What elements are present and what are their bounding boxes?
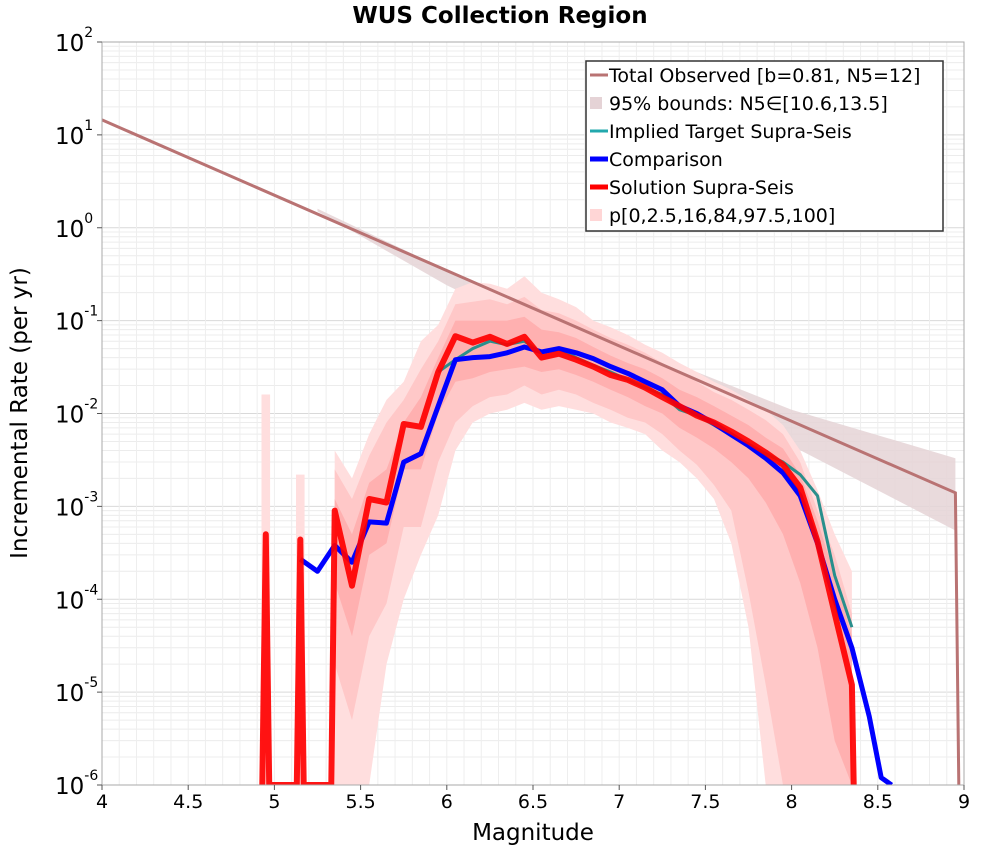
legend-label: p[0,2.5,16,84,97.5,100] <box>609 205 835 227</box>
x-tick-label: 7.5 <box>690 791 720 813</box>
x-tick-label: 6 <box>441 791 453 813</box>
x-tick-label: 6.5 <box>518 791 548 813</box>
x-tick-label: 9 <box>958 791 970 813</box>
legend-label: 95% bounds: N5∈[10.6,13.5] <box>609 93 888 115</box>
y-tick-label: 102 <box>55 25 93 57</box>
x-axis-ticks: 4 4.5 5 5.5 6 6.5 7 7.5 8 8.5 9 <box>96 785 970 813</box>
x-tick-label: 8.5 <box>863 791 893 813</box>
y-axis-ticks: 102 101 100 10-1 10-2 10-3 10-4 10-5 10-6 <box>55 25 102 800</box>
y-tick-label: 10-6 <box>55 768 98 800</box>
y-axis-label: Incremental Rate (per yr) <box>7 267 33 559</box>
legend-swatch <box>590 97 602 109</box>
y-tick-label: 10-4 <box>55 582 98 614</box>
x-tick-label: 8 <box>786 791 798 813</box>
legend-swatch <box>590 209 602 221</box>
legend-label: Solution Supra-Seis <box>609 177 794 199</box>
legend-box <box>585 60 944 232</box>
y-tick-label: 10-2 <box>55 397 98 429</box>
series-total-observed <box>102 118 961 785</box>
series-solution <box>259 333 857 785</box>
y-tick-label: 10-3 <box>55 489 98 521</box>
legend-label: Comparison <box>609 149 723 171</box>
x-axis-label: Magnitude <box>472 820 594 846</box>
x-tick-label: 4.5 <box>173 791 203 813</box>
x-tick-label: 5.5 <box>345 791 375 813</box>
legend-label: Total Observed [b=0.81, N5=12] <box>608 65 920 87</box>
y-tick-label: 101 <box>55 118 93 150</box>
legend: Total Observed [b=0.81, N5=12] 95% bounds… <box>585 60 944 232</box>
series-lines <box>102 118 961 785</box>
legend-label: Implied Target Supra-Seis <box>609 121 852 143</box>
x-tick-label: 7 <box>613 791 625 813</box>
y-tick-label: 100 <box>55 211 93 243</box>
x-tick-label: 5 <box>268 791 280 813</box>
series-percentile-band-2 <box>334 316 852 785</box>
x-tick-label: 4 <box>96 791 108 813</box>
chart-title: WUS Collection Region <box>352 3 647 29</box>
y-tick-label: 10-5 <box>55 675 98 707</box>
y-tick-label: 10-1 <box>55 304 98 336</box>
